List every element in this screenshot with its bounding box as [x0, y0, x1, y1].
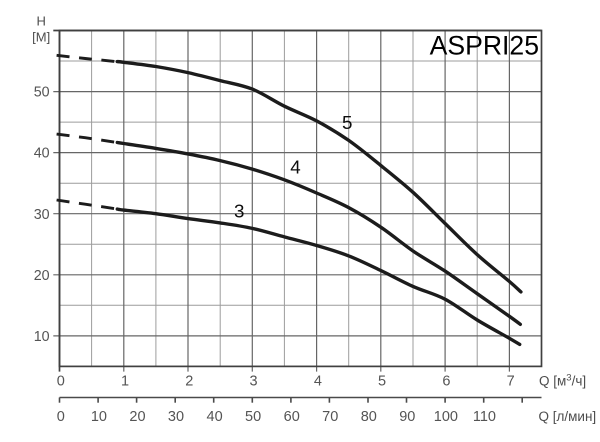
svg-text:20: 20	[129, 409, 145, 425]
svg-text:Q [л/мин]: Q [л/мин]	[539, 409, 597, 424]
svg-text:30: 30	[168, 409, 184, 425]
svg-text:5: 5	[378, 374, 386, 390]
svg-text:40: 40	[207, 409, 223, 425]
svg-text:10: 10	[91, 409, 107, 425]
svg-text:4: 4	[314, 374, 322, 390]
svg-text:1: 1	[121, 374, 129, 390]
svg-text:80: 80	[361, 409, 377, 425]
svg-text:60: 60	[284, 409, 300, 425]
svg-text:70: 70	[322, 409, 338, 425]
svg-text:[M]: [M]	[32, 30, 50, 45]
svg-text:20: 20	[34, 268, 50, 284]
svg-text:5: 5	[342, 112, 352, 133]
svg-text:50: 50	[34, 85, 50, 101]
svg-text:40: 40	[34, 146, 50, 162]
svg-text:90: 90	[399, 409, 415, 425]
svg-text:30: 30	[34, 207, 50, 223]
svg-text:Q [м3/ч]: Q [м3/ч]	[539, 373, 586, 389]
svg-text:10: 10	[34, 329, 50, 345]
svg-text:3: 3	[234, 201, 244, 222]
svg-text:100: 100	[434, 409, 458, 425]
svg-text:0: 0	[57, 374, 65, 390]
svg-text:3: 3	[250, 374, 258, 390]
svg-text:0: 0	[57, 409, 65, 425]
svg-text:7: 7	[507, 374, 515, 390]
svg-text:110: 110	[473, 409, 496, 425]
svg-text:4: 4	[290, 157, 300, 178]
svg-text:H: H	[37, 14, 46, 29]
svg-text:ASPRI25: ASPRI25	[430, 31, 539, 61]
svg-text:2: 2	[185, 374, 193, 390]
svg-text:6: 6	[442, 374, 450, 390]
svg-text:50: 50	[245, 409, 261, 425]
